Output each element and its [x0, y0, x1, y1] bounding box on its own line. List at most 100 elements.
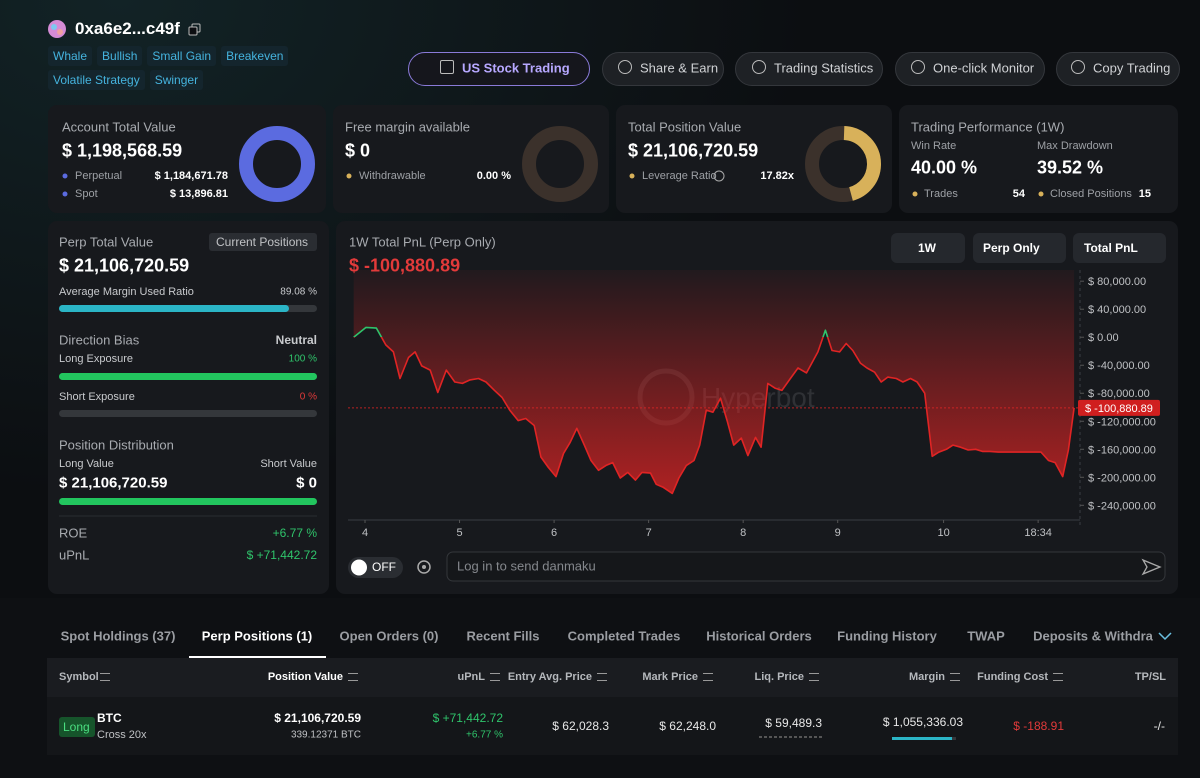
tab[interactable]: Open Orders (0) [339, 628, 439, 644]
x-tick-label: 10 [937, 527, 949, 539]
decoration [47, 658, 1178, 697]
margin-mode: Cross 20x [97, 729, 147, 741]
tab[interactable]: Deposits & Withdra [1033, 628, 1153, 644]
reference-badge [1078, 399, 1160, 416]
column-header: Liq. Price [754, 671, 804, 683]
scope-dropdown[interactable] [973, 233, 1066, 263]
avatar [48, 20, 66, 38]
y-tick-label: $ 80,000.00 [1088, 276, 1146, 288]
row-label: Leverage Ratio [642, 170, 717, 182]
y-tick-label: $ -200,000.00 [1088, 472, 1156, 484]
column-header: Entry Avg. Price [507, 671, 592, 683]
row-upnl: $ +71,442.72 [432, 711, 503, 725]
row-value: 54 [1012, 188, 1025, 200]
bar-label: Long Exposure [59, 353, 133, 365]
funding-cost: $ -188.91 [1013, 719, 1064, 733]
decoration [346, 173, 352, 179]
sort-icon [100, 673, 110, 681]
x-tick-label: 9 [835, 527, 841, 539]
stat-label: Win Rate [911, 140, 957, 152]
bar-value: 100 % [288, 353, 317, 365]
dropdown-label: Perp Only [983, 241, 1040, 255]
column-header: uPnL [457, 671, 486, 683]
y-tick-label: $ -40,000.00 [1088, 360, 1150, 372]
y-tick-label: $ -80,000.00 [1088, 388, 1150, 400]
perp-panel [48, 221, 329, 594]
pnl-chart: Hyperbot$ 80,000.00$ 40,000.00$ 0.00$ -4… [348, 270, 1160, 539]
decoration [188, 26, 198, 36]
copy-icon[interactable] [188, 23, 202, 37]
decoration [1141, 558, 1162, 576]
nav-button[interactable] [408, 52, 590, 86]
sort-icon [348, 673, 358, 681]
tab[interactable]: Perp Positions (1) [201, 628, 313, 644]
row-value: $ 13,896.81 [169, 188, 228, 200]
danmaku-input[interactable]: Log in to send danmaku [457, 558, 596, 574]
column-header: Symbol [59, 671, 99, 683]
card-title: Free margin available [345, 119, 471, 135]
decoration [47, 697, 1178, 755]
decoration [62, 173, 68, 179]
x-tick-label: 7 [646, 527, 652, 539]
decoration [892, 737, 952, 740]
sort-icon [490, 673, 500, 681]
tab[interactable]: Funding History [837, 628, 937, 644]
nav-icon [752, 60, 766, 74]
sort-icon [950, 673, 960, 681]
tab[interactable]: Spot Holdings (37) [60, 628, 176, 644]
x-tick-label: 18:34 [1024, 527, 1052, 539]
decoration [713, 170, 725, 182]
section-title: Position Distribution [59, 437, 174, 453]
row-value: 15 [1138, 188, 1151, 200]
tag: Breakeven [221, 46, 289, 66]
row-label: Perpetual [75, 170, 123, 182]
column-header: Position Value [267, 671, 343, 683]
stat-label: Max Drawdown [1037, 140, 1113, 152]
card-value: $ 1,198,568.59 [62, 140, 183, 161]
nav-icon [911, 60, 925, 74]
bar-label: Short Exposure [59, 391, 135, 403]
x-tick-label: 8 [740, 527, 746, 539]
tab[interactable]: Recent Fills [466, 628, 540, 644]
nav-icon [440, 60, 454, 74]
reference-label: $ -100,880.89 [1085, 403, 1153, 415]
tab[interactable]: TWAP [967, 628, 1005, 644]
stat-label: uPnL [59, 547, 90, 563]
nav-label: Share & Earn [640, 60, 719, 76]
row-value: 17.82x [760, 170, 794, 182]
decoration [62, 191, 68, 197]
y-tick-label: $ -160,000.00 [1088, 444, 1156, 456]
address: 0xa6e2...c49f [75, 19, 180, 38]
column-header: TP/SL [1134, 671, 1166, 683]
pnl-area [353, 270, 1075, 494]
stat-value: 40.00 % [911, 157, 978, 178]
y-tick-label: $ -120,000.00 [1088, 416, 1156, 428]
y-tick-label: $ -240,000.00 [1088, 500, 1156, 512]
sort-icon [1053, 673, 1063, 681]
metric-dropdown[interactable] [1073, 233, 1166, 263]
tab[interactable]: Completed Trades [567, 628, 681, 644]
row-label: Closed Positions [1050, 188, 1132, 200]
period-dropdown[interactable] [891, 233, 965, 263]
row-label: Trades [924, 188, 958, 200]
card-title: Total Position Value [628, 119, 742, 135]
bar-label: Average Margin Used Ratio [59, 286, 194, 298]
row-upnl-pct: +6.77 % [466, 729, 503, 741]
bar-fill [59, 373, 317, 380]
nav-icon [618, 60, 632, 74]
donut [522, 126, 598, 202]
sort-icon [597, 673, 607, 681]
stat-value: 39.52 % [1037, 157, 1104, 178]
current-positions-button[interactable] [209, 233, 317, 251]
nav-label: Trading Statistics [774, 60, 874, 76]
toggle-label[interactable]: OFF [372, 560, 396, 574]
x-tick-label: 4 [362, 527, 368, 539]
decoration [1158, 632, 1172, 641]
tab[interactable]: Historical Orders [706, 628, 812, 644]
stat-value: +6.77 % [272, 526, 317, 540]
side-badge: Long [63, 720, 90, 734]
sort-icon [703, 673, 713, 681]
column-header: Mark Price [642, 671, 698, 683]
chart-title: 1W Total PnL (Perp Only) [349, 234, 496, 250]
